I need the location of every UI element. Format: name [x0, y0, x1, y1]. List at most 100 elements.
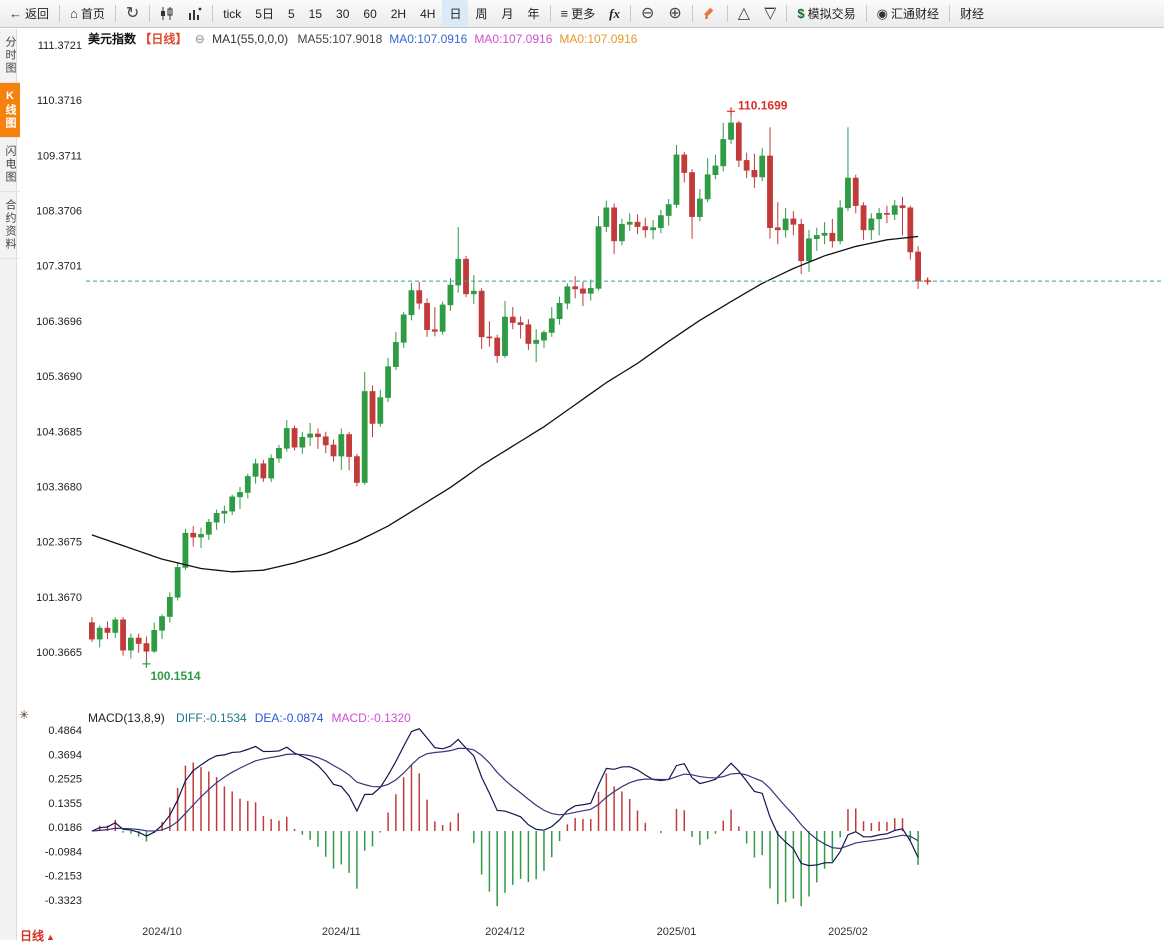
ma-value: MA0:107.0916: [389, 32, 468, 46]
triangle-down-icon: ▽: [764, 4, 777, 22]
back-label: 返回: [25, 7, 50, 21]
refresh-icon: ↻: [125, 4, 140, 22]
back-arrow-icon: ←: [9, 6, 22, 21]
ma-value: MA0:107.0916: [474, 32, 553, 46]
more-button[interactable]: ≡ 更多: [554, 0, 603, 27]
brand-label: 汇通财经: [890, 7, 939, 21]
zoom-in-icon: ⊕: [668, 4, 682, 22]
triangle-up-tool-button[interactable]: △: [731, 0, 757, 27]
period-button-日[interactable]: 日: [442, 0, 469, 27]
toolbar: ← 返回 ⌂ 首页 ↻ tick 5日 5 15 30 60 2H 4H 日周月年 ≡ 更多 f…: [0, 0, 1164, 28]
finance-label: 财经: [960, 7, 985, 21]
chart-header: 美元指数 【日线】 ⊖ MA1(55,0,0,0) MA55:107.9018 M…: [88, 30, 644, 47]
period-button-15[interactable]: 15: [308, 6, 323, 21]
more-label: 更多: [571, 7, 596, 21]
kline-style-button[interactable]: [153, 0, 181, 27]
symbol-name: 美元指数: [88, 32, 137, 46]
macd-axis-labels: 0.4864 0.3694 0.2525 0.1355 0.0186 -0.0984 -0.…: [45, 725, 82, 907]
indicator-settings-icon[interactable]: ✳: [19, 708, 30, 722]
period-button-年[interactable]: 年: [527, 7, 540, 21]
x-axis-tick: 2025/02: [828, 926, 868, 938]
period-button-30[interactable]: 30: [336, 6, 350, 21]
toolbar-separator: [212, 5, 214, 22]
finance-menu-item[interactable]: 财经: [953, 0, 991, 27]
x-axis: 2024/10 2024/11 2024/12 2025/01 2025/02: [18, 922, 1164, 940]
period-button-2H[interactable]: 2H: [390, 6, 407, 21]
period-button-周[interactable]: 周: [475, 7, 488, 21]
menu-icon: ≡: [560, 6, 569, 21]
diff-line: [91, 728, 919, 867]
sidebar-tab-K线图[interactable]: K线图: [0, 83, 20, 138]
sim-trading-label: 模拟交易: [807, 7, 856, 21]
macd-value: DIFF:-0.1534: [176, 711, 247, 725]
candlestick-chart[interactable]: 111.3721 110.3716 109.3711 108.3706 107.3701…: [18, 36, 1164, 708]
toolbar-separator: [629, 5, 631, 22]
dollar-icon: $: [797, 6, 805, 21]
footer-period-label[interactable]: 日线 ▲: [20, 927, 55, 944]
zoom-out-icon: ⊖: [640, 4, 655, 22]
period-button-60[interactable]: 60: [363, 6, 377, 21]
period-button-月[interactable]: 月: [501, 7, 514, 21]
ma-param-label: MA1(55,0,0,0): [212, 32, 289, 46]
low-price-label: 100.1514: [150, 669, 200, 683]
sidebar-tab-分时图[interactable]: 分时图: [0, 29, 20, 83]
pencil-icon: [704, 7, 713, 19]
svg-text:111.3721: 111.3721: [38, 40, 82, 52]
toolbar-separator: [59, 5, 61, 22]
triangle-down-tool-button[interactable]: ▽: [757, 0, 783, 27]
fx-indicator-button[interactable]: fx: [602, 0, 627, 27]
toolbar-separator: [549, 5, 551, 22]
up-arrow-icon: ▲: [46, 932, 55, 942]
y-axis-labels: 111.3721 110.3716 109.3711 108.3706 107.3701…: [36, 40, 82, 659]
brand-button[interactable]: ◉ 汇通财经: [870, 0, 946, 27]
ma-value: MA55:107.9018: [297, 32, 383, 46]
svg-text:0.3694: 0.3694: [48, 749, 82, 761]
svg-text:106.3696: 106.3696: [36, 316, 82, 328]
draw-button[interactable]: [696, 0, 724, 27]
x-axis-tick: 2024/11: [321, 926, 361, 938]
home-icon: ⌂: [70, 6, 78, 21]
svg-text:100.3665: 100.3665: [36, 647, 82, 659]
sidebar-tab-合约资料[interactable]: 合约资料: [0, 192, 20, 259]
sim-trading-button[interactable]: $ 模拟交易: [790, 0, 862, 27]
ma-value-group: MA55:107.9018 MA0:107.0916 MA0:107.0916 MA0…: [298, 32, 645, 46]
svg-text:109.3711: 109.3711: [37, 150, 82, 162]
zoom-in-button[interactable]: ⊕: [661, 0, 688, 27]
bar-chart-icon: [189, 7, 202, 20]
svg-text:104.3685: 104.3685: [36, 426, 82, 438]
svg-text:0.4864: 0.4864: [48, 725, 82, 737]
footer-period-text: 日线: [20, 929, 45, 943]
svg-text:0.1355: 0.1355: [48, 798, 82, 810]
current-price-marker: [924, 277, 932, 285]
period-tag: 【日线】: [139, 32, 188, 46]
candlestick-icon: [161, 7, 173, 20]
svg-text:103.3680: 103.3680: [36, 481, 82, 493]
collapse-indicator-icon[interactable]: ⊖: [194, 32, 205, 46]
toolbar-separator: [691, 5, 693, 22]
period-button-4H[interactable]: 4H: [420, 6, 436, 21]
svg-text:-0.0984: -0.0984: [45, 846, 82, 858]
svg-text:108.3706: 108.3706: [36, 206, 82, 218]
svg-text:110.3716: 110.3716: [37, 95, 82, 107]
macd-value: DEA:-0.0874: [254, 711, 324, 725]
high-price-label: 110.1699: [738, 98, 788, 112]
zoom-out-button[interactable]: ⊖: [634, 0, 661, 27]
x-axis-tick: 2024/12: [485, 926, 525, 938]
indicator-style-button[interactable]: [181, 0, 209, 27]
svg-text:-0.3323: -0.3323: [45, 895, 82, 907]
back-button[interactable]: ← 返回: [2, 0, 56, 27]
refresh-button[interactable]: ↻: [119, 0, 146, 27]
macd-value: MACD:-0.1320: [331, 711, 411, 725]
sidebar-tab-闪电图[interactable]: 闪电图: [0, 138, 20, 192]
macd-value-group: DIFF:-0.1534 DEA:-0.0874 MACD:-0.1320: [176, 711, 419, 725]
period-button-5[interactable]: 5: [287, 6, 295, 21]
macd-chart[interactable]: 0.4864 0.3694 0.2525 0.1355 0.0186 -0.0984 -0.…: [18, 708, 1164, 916]
home-button[interactable]: ⌂ 首页: [63, 0, 112, 27]
candlestick-series: [89, 111, 922, 664]
ma-value: MA0:107.0916: [559, 32, 638, 46]
period-button-5日[interactable]: 5日: [255, 7, 274, 21]
macd-param-label: MACD(13,8,9): [88, 711, 165, 725]
svg-text:105.3690: 105.3690: [36, 371, 82, 383]
ma55-line: [91, 235, 919, 573]
period-button-tick[interactable]: tick: [223, 6, 242, 21]
